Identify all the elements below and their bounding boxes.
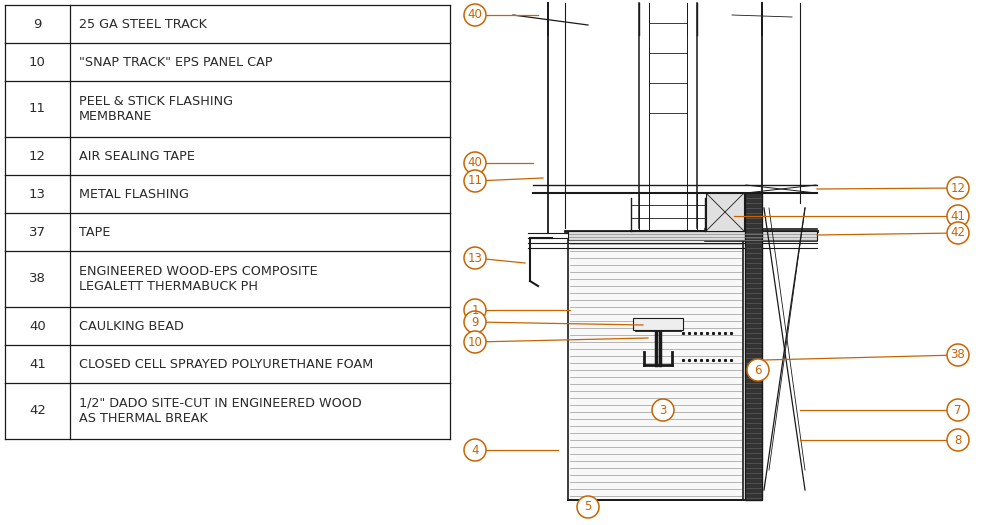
Text: 10: 10 <box>29 56 46 68</box>
Text: 42: 42 <box>951 226 965 239</box>
Bar <box>706 193 744 231</box>
Text: PEEL & STICK FLASHING: PEEL & STICK FLASHING <box>79 95 233 108</box>
Text: 1: 1 <box>471 303 479 317</box>
Circle shape <box>464 152 486 174</box>
Text: 40: 40 <box>467 8 482 22</box>
Circle shape <box>747 359 769 381</box>
Text: 1/2" DADO SITE-CUT IN ENGINEERED WOOD: 1/2" DADO SITE-CUT IN ENGINEERED WOOD <box>79 397 362 410</box>
Circle shape <box>947 222 969 244</box>
Circle shape <box>464 331 486 353</box>
Text: 13: 13 <box>467 251 482 265</box>
Text: 9: 9 <box>34 17 41 30</box>
Text: TAPE: TAPE <box>79 226 110 238</box>
Text: "SNAP TRACK" EPS PANEL CAP: "SNAP TRACK" EPS PANEL CAP <box>79 56 272 68</box>
Text: 11: 11 <box>29 102 46 116</box>
Text: 40: 40 <box>467 156 482 170</box>
Text: 41: 41 <box>29 358 46 371</box>
Text: ENGINEERED WOOD-EPS COMPOSITE: ENGINEERED WOOD-EPS COMPOSITE <box>79 265 317 278</box>
Circle shape <box>577 496 599 518</box>
Text: 37: 37 <box>29 226 46 238</box>
Text: 12: 12 <box>29 150 46 163</box>
Text: MEMBRANE: MEMBRANE <box>79 110 153 123</box>
Bar <box>633 318 683 330</box>
Text: 12: 12 <box>951 182 965 194</box>
Text: 4: 4 <box>471 444 479 457</box>
Text: 11: 11 <box>467 174 482 187</box>
Bar <box>568 231 817 240</box>
Circle shape <box>652 399 674 421</box>
Text: 5: 5 <box>585 500 592 513</box>
Circle shape <box>464 170 486 192</box>
Text: 9: 9 <box>471 316 479 329</box>
Text: LEGALETT THERMABUCK PH: LEGALETT THERMABUCK PH <box>79 280 258 293</box>
Circle shape <box>464 247 486 269</box>
Text: 40: 40 <box>30 320 46 332</box>
Text: 8: 8 <box>954 434 961 446</box>
Text: 3: 3 <box>660 404 667 416</box>
Text: 42: 42 <box>29 404 46 417</box>
Bar <box>568 240 743 500</box>
Circle shape <box>947 177 969 199</box>
Circle shape <box>464 439 486 461</box>
Text: 6: 6 <box>754 363 762 376</box>
Text: CAULKING BEAD: CAULKING BEAD <box>79 320 183 332</box>
Text: 25 GA STEEL TRACK: 25 GA STEEL TRACK <box>79 17 207 30</box>
Text: AIR SEALING TAPE: AIR SEALING TAPE <box>79 150 195 163</box>
Text: 10: 10 <box>467 335 482 349</box>
Bar <box>745 193 762 500</box>
Text: METAL FLASHING: METAL FLASHING <box>79 187 189 201</box>
Circle shape <box>947 205 969 227</box>
Text: CLOSED CELL SPRAYED POLYURETHANE FOAM: CLOSED CELL SPRAYED POLYURETHANE FOAM <box>79 358 374 371</box>
Text: AS THERMAL BREAK: AS THERMAL BREAK <box>79 412 208 425</box>
Text: 38: 38 <box>29 272 46 286</box>
Text: 7: 7 <box>954 404 961 416</box>
Circle shape <box>947 399 969 421</box>
Circle shape <box>464 299 486 321</box>
Text: 38: 38 <box>951 349 965 362</box>
Text: 13: 13 <box>29 187 46 201</box>
Circle shape <box>947 344 969 366</box>
Circle shape <box>464 4 486 26</box>
Text: 41: 41 <box>951 209 965 223</box>
Circle shape <box>464 311 486 333</box>
Circle shape <box>947 429 969 451</box>
